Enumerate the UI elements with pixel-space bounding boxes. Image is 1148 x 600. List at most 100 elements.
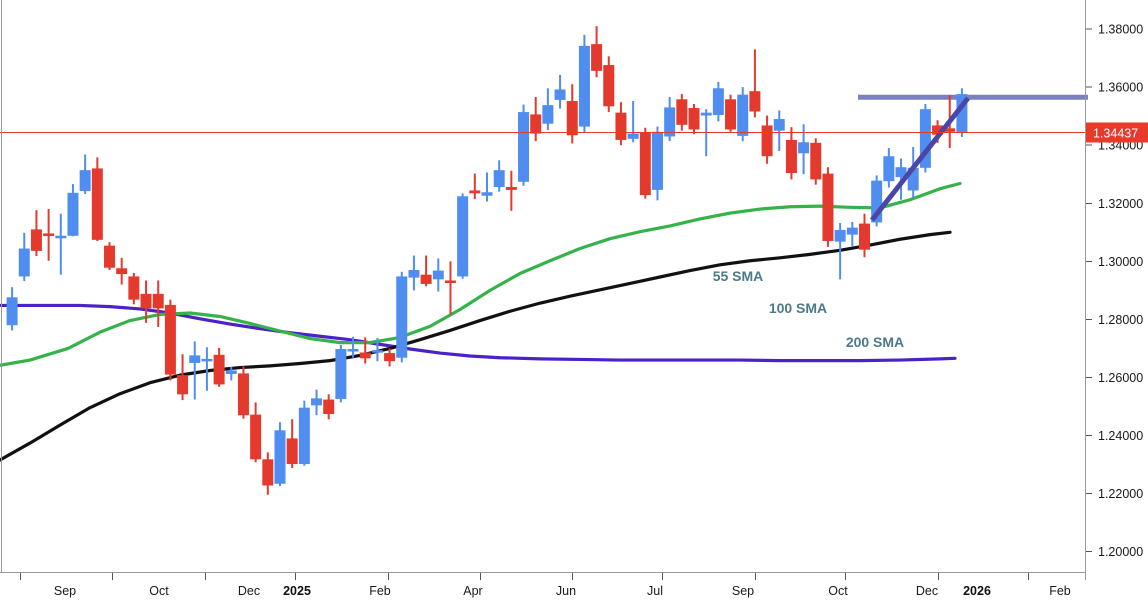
candle[interactable] <box>664 96 676 142</box>
y-tick-label[interactable]: 1.32000 <box>1098 197 1143 211</box>
candle[interactable] <box>627 101 639 143</box>
candle[interactable] <box>469 173 481 200</box>
candle[interactable] <box>201 347 213 391</box>
candle[interactable] <box>116 257 128 285</box>
candle[interactable] <box>30 210 42 257</box>
candle[interactable] <box>408 255 420 291</box>
candle[interactable] <box>773 110 785 151</box>
candle[interactable] <box>298 400 310 466</box>
candle[interactable] <box>274 422 286 487</box>
candle[interactable] <box>858 213 870 258</box>
x-tick-label[interactable]: Apr <box>463 584 482 598</box>
y-axis-ticks[interactable]: 1.380001.360001.340001.320001.300001.280… <box>1086 23 1143 560</box>
candle[interactable] <box>152 280 164 327</box>
candle[interactable] <box>140 280 152 323</box>
candle[interactable] <box>457 193 469 279</box>
candle[interactable] <box>737 87 749 142</box>
candle[interactable] <box>822 167 834 247</box>
candle[interactable] <box>481 172 493 202</box>
candle[interactable] <box>749 49 761 118</box>
candle[interactable] <box>6 287 18 331</box>
candle[interactable] <box>883 148 895 188</box>
candle[interactable] <box>615 102 627 146</box>
x-tick-label[interactable]: 2026 <box>963 584 991 598</box>
y-tick-label[interactable]: 1.30000 <box>1098 255 1143 269</box>
candle[interactable] <box>712 81 724 122</box>
y-tick-label[interactable]: 1.38000 <box>1098 23 1143 37</box>
candle[interactable] <box>164 299 176 381</box>
y-tick-label[interactable]: 1.28000 <box>1098 313 1143 327</box>
candle[interactable] <box>542 88 554 131</box>
candle[interactable] <box>493 160 505 192</box>
candlestick-series[interactable] <box>6 26 968 495</box>
candle[interactable] <box>725 94 737 132</box>
current-price-tag[interactable]: 1.34437 <box>1086 122 1148 143</box>
candle[interactable] <box>505 170 517 211</box>
x-tick-label[interactable]: Feb <box>1049 584 1071 598</box>
candle[interactable] <box>530 96 542 142</box>
x-tick-label[interactable]: Oct <box>828 584 848 598</box>
x-tick-label[interactable]: Feb <box>369 584 391 598</box>
candle[interactable] <box>871 175 883 227</box>
candle[interactable] <box>566 84 578 144</box>
candle[interactable] <box>213 347 225 387</box>
candle[interactable] <box>335 344 347 403</box>
candle[interactable] <box>846 221 858 247</box>
candle[interactable] <box>895 158 907 200</box>
candle[interactable] <box>311 389 323 416</box>
candle[interactable] <box>262 452 274 495</box>
candle[interactable] <box>225 367 237 381</box>
candle[interactable] <box>785 127 797 180</box>
ascending-trendline[interactable] <box>870 96 970 222</box>
candle[interactable] <box>810 138 822 185</box>
x-tick-label[interactable]: 2025 <box>283 584 311 598</box>
candle[interactable] <box>591 26 603 78</box>
candle[interactable] <box>603 56 615 113</box>
x-tick-label[interactable]: Dec <box>238 584 260 598</box>
candle[interactable] <box>518 104 530 186</box>
candle[interactable] <box>956 88 968 138</box>
candle[interactable] <box>676 94 688 131</box>
x-tick-label[interactable]: Jun <box>556 584 576 598</box>
y-tick-label[interactable]: 1.26000 <box>1098 371 1143 385</box>
candle[interactable] <box>104 242 116 271</box>
candle[interactable] <box>67 184 79 237</box>
x-tick-label[interactable]: Sep <box>732 584 754 598</box>
candle[interactable] <box>761 115 773 164</box>
candle[interactable] <box>432 258 444 292</box>
x-tick-label[interactable]: Jul <box>647 584 663 598</box>
candle[interactable] <box>444 261 456 315</box>
y-tick-label[interactable]: 1.22000 <box>1098 487 1143 501</box>
candle[interactable] <box>932 120 944 143</box>
candle[interactable] <box>323 394 335 420</box>
candle[interactable] <box>128 272 140 305</box>
x-axis-ticks[interactable]: Sep Oct Dec 2025 Feb Apr Jun Jul Sep Oct Dec 2026 Fe… <box>20 573 1071 598</box>
candle[interactable] <box>371 337 383 362</box>
candle[interactable] <box>651 126 663 201</box>
candle[interactable] <box>250 402 262 463</box>
y-tick-label[interactable]: 1.24000 <box>1098 429 1143 443</box>
candle[interactable] <box>420 255 432 287</box>
candle[interactable] <box>554 74 566 109</box>
candle[interactable] <box>189 341 201 400</box>
candle[interactable] <box>396 271 408 363</box>
x-tick-label[interactable]: Sep <box>54 584 76 598</box>
y-tick-label[interactable]: 1.36000 <box>1098 81 1143 95</box>
x-tick-label[interactable]: Dec <box>916 584 938 598</box>
candle[interactable] <box>384 348 396 367</box>
candle[interactable] <box>177 354 189 401</box>
candle[interactable] <box>237 366 249 419</box>
x-tick-label[interactable]: Oct <box>149 584 169 598</box>
candle[interactable] <box>18 232 30 282</box>
candle[interactable] <box>639 127 651 199</box>
y-tick-label[interactable]: 1.20000 <box>1098 545 1143 559</box>
candle[interactable] <box>359 337 371 364</box>
candle[interactable] <box>347 336 359 358</box>
price-tag-background[interactable] <box>1086 122 1148 143</box>
candle[interactable] <box>91 157 103 241</box>
candle[interactable] <box>578 34 590 133</box>
candle[interactable] <box>286 419 298 469</box>
candle[interactable] <box>79 154 91 194</box>
candle[interactable] <box>834 222 846 280</box>
